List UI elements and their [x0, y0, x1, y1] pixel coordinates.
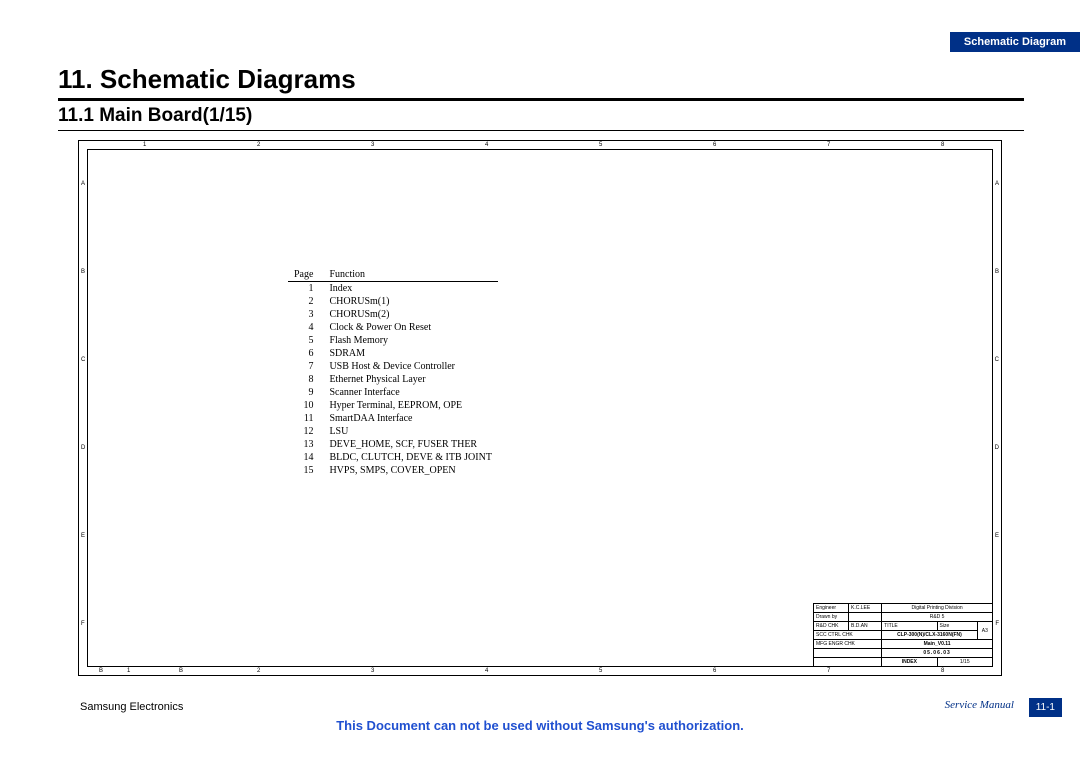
tb-sheet: 1/15	[937, 658, 993, 667]
grid-bottom-col: 3	[371, 668, 374, 674]
grid-bottom-col: 7	[827, 668, 830, 674]
tb-drawn-label: Drawn by	[814, 613, 849, 622]
tb-mainver: Main_V0.11	[882, 640, 993, 649]
grid-bottom-col: 1	[127, 668, 130, 674]
index-cell: 9	[288, 386, 323, 399]
page-badge: 11-1	[1029, 698, 1062, 717]
grid-top-col: 8	[941, 142, 944, 148]
title-block: Engineer K.C.LEE Digital Printing Divisi…	[813, 603, 993, 667]
index-cell: USB Host & Device Controller	[323, 360, 498, 373]
index-cell: CHORUSm(2)	[323, 308, 498, 321]
tb-title-label: TITLE	[882, 622, 937, 631]
grid-left-row: E	[81, 533, 85, 539]
index-cell: 14	[288, 451, 323, 464]
index-cell: 12	[288, 425, 323, 438]
tb-size: A3	[977, 622, 992, 640]
index-cell: CHORUSm(1)	[323, 295, 498, 308]
drawing-frame: 1 2 3 4 5 6 7 8 B 1 B 2 3 4 5 6 7 8 A B …	[78, 140, 1002, 676]
grid-top-col: 2	[257, 142, 260, 148]
tb-division2: R&D 5	[882, 613, 993, 622]
grid-right-row: A	[995, 181, 999, 187]
tb-drawn	[849, 613, 882, 622]
index-col-function: Function	[323, 268, 498, 282]
index-cell: LSU	[323, 425, 498, 438]
grid-right-row: D	[995, 445, 999, 451]
index-cell: 3	[288, 308, 323, 321]
grid-left-row: C	[81, 357, 85, 363]
index-cell: 15	[288, 464, 323, 477]
footer-center: This Document can not be used without Sa…	[0, 718, 1080, 733]
grid-left-row: D	[81, 445, 85, 451]
index-cell: 13	[288, 438, 323, 451]
index-cell: 2	[288, 295, 323, 308]
index-cell: DEVE_HOME, SCF, FUSER THER	[323, 438, 498, 451]
index-cell: Scanner Interface	[323, 386, 498, 399]
tb-engineer-label: Engineer	[814, 604, 849, 613]
index-table: Page Function 1Index 2CHORUSm(1) 3CHORUS…	[288, 268, 498, 477]
tb-scc-label: SCC CTRL CHK	[814, 631, 882, 640]
tb-division1: Digital Printing Division	[882, 604, 993, 613]
grid-left-row: A	[81, 181, 85, 187]
grid-right-row: E	[995, 533, 999, 539]
grid-left-row: F	[81, 621, 85, 627]
tb-size-label: Size	[937, 622, 977, 631]
tb-rnd-label: R&D CHK	[814, 622, 849, 631]
index-col-page: Page	[288, 268, 323, 282]
grid-right-row: B	[995, 269, 999, 275]
index-cell: 8	[288, 373, 323, 386]
grid-top-col: 5	[599, 142, 602, 148]
grid-bottom-letter: B	[99, 668, 103, 674]
tb-engineer: K.C.LEE	[849, 604, 882, 613]
grid-bottom-col: 6	[713, 668, 716, 674]
index-cell: 11	[288, 412, 323, 425]
tb-rnd: B.D.AN	[849, 622, 882, 631]
index-cell: 4	[288, 321, 323, 334]
index-cell: SmartDAA Interface	[323, 412, 498, 425]
chapter-title: 11. Schematic Diagrams	[58, 64, 356, 95]
tb-mfg-label: MFG ENGR CHK	[814, 640, 882, 649]
grid-bottom-col: 4	[485, 668, 488, 674]
grid-left-row: B	[81, 269, 85, 275]
index-cell: Ethernet Physical Layer	[323, 373, 498, 386]
drawing-inner-frame	[87, 149, 993, 667]
index-cell: Index	[323, 282, 498, 296]
section-title: 11.1 Main Board(1/15)	[58, 105, 252, 127]
grid-top-col: 1	[143, 142, 146, 148]
index-cell: Hyper Terminal, EEPROM, OPE	[323, 399, 498, 412]
rule-thin	[58, 130, 1024, 131]
rule-thick	[58, 98, 1024, 101]
tb-date: 05.06.03	[882, 649, 993, 658]
footer-right: Service Manual	[945, 699, 1014, 711]
index-cell: 6	[288, 347, 323, 360]
grid-top-col: 6	[713, 142, 716, 148]
index-cell: BLDC, CLUTCH, DEVE & ITB JOINT	[323, 451, 498, 464]
grid-top-col: 4	[485, 142, 488, 148]
grid-right-row: C	[995, 357, 999, 363]
tb-index-label: INDEX	[882, 658, 937, 667]
grid-bottom-col: 8	[941, 668, 944, 674]
index-cell: 1	[288, 282, 323, 296]
grid-right-row: F	[995, 621, 999, 627]
index-cell: SDRAM	[323, 347, 498, 360]
footer-left: Samsung Electronics	[80, 701, 183, 713]
grid-top-col: 7	[827, 142, 830, 148]
grid-top-col: 3	[371, 142, 374, 148]
index-cell: 7	[288, 360, 323, 373]
tb-model: CLP-300(N)/CLX-3160N(FN)	[882, 631, 978, 640]
index-cell: Flash Memory	[323, 334, 498, 347]
grid-bottom-col: 5	[599, 668, 602, 674]
index-cell: 10	[288, 399, 323, 412]
grid-bottom-col: 2	[257, 668, 260, 674]
index-cell: 5	[288, 334, 323, 347]
index-cell: Clock & Power On Reset	[323, 321, 498, 334]
grid-bottom-letter: B	[179, 668, 183, 674]
header-tab: Schematic Diagram	[950, 32, 1080, 52]
index-cell: HVPS, SMPS, COVER_OPEN	[323, 464, 498, 477]
